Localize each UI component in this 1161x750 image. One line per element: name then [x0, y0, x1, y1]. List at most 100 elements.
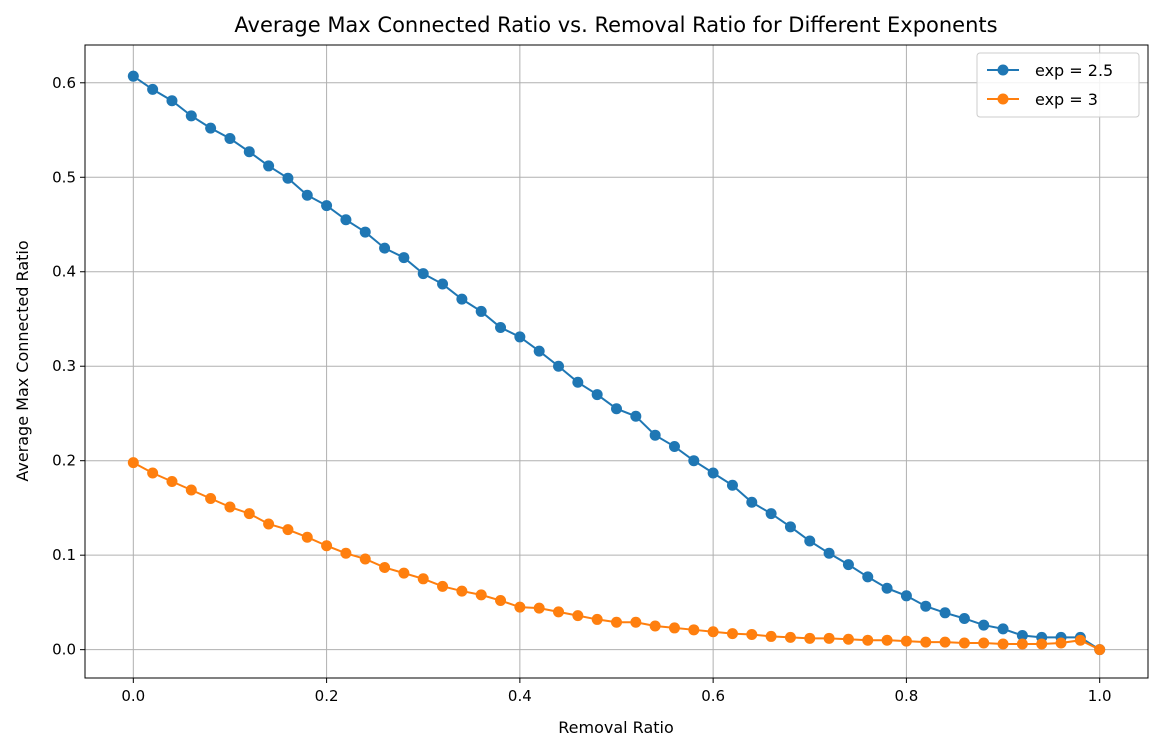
data-point — [920, 636, 932, 648]
data-point — [1055, 637, 1067, 649]
data-point — [668, 622, 680, 634]
y-tick-label: 0.0 — [52, 641, 76, 659]
y-axis-ticks: 0.0 0.1 0.2 0.3 0.4 0.5 0.6 — [52, 74, 85, 659]
series-layer — [127, 70, 1106, 656]
data-point — [243, 146, 255, 158]
data-point — [649, 429, 661, 441]
data-point — [707, 626, 719, 638]
data-point — [881, 582, 893, 594]
legend-item: exp = 3 — [987, 90, 1098, 109]
data-point — [340, 547, 352, 559]
y-tick-label: 0.4 — [52, 263, 76, 281]
x-tick-label: 0.2 — [315, 687, 339, 705]
data-point — [282, 172, 294, 184]
data-point — [475, 305, 487, 317]
data-point — [340, 214, 352, 226]
legend-label: exp = 2.5 — [1035, 61, 1113, 80]
grid-lines — [85, 45, 1148, 678]
data-point — [900, 635, 912, 647]
legend-label: exp = 3 — [1035, 90, 1098, 109]
data-point — [688, 624, 700, 636]
plot-area-frame — [84, 44, 1149, 679]
x-tick-label: 0.4 — [508, 687, 532, 705]
data-point — [649, 620, 661, 632]
data-point — [456, 293, 468, 305]
data-point — [475, 589, 487, 601]
data-point — [398, 252, 410, 264]
series-1 — [127, 70, 1106, 656]
x-axis-label: Removal Ratio — [558, 718, 674, 737]
data-point — [939, 607, 951, 619]
data-point — [514, 601, 526, 613]
data-point — [958, 612, 970, 624]
data-point — [533, 602, 545, 614]
data-point — [495, 595, 507, 607]
y-tick-label: 0.3 — [52, 357, 76, 375]
data-point — [205, 122, 217, 134]
data-point — [1016, 638, 1028, 650]
data-point — [185, 484, 197, 496]
data-point — [939, 636, 951, 648]
data-point — [804, 535, 816, 547]
data-point — [997, 638, 1009, 650]
x-axis-ticks: 0.0 0.2 0.4 0.6 0.8 1.0 — [121, 678, 1112, 705]
data-point — [842, 633, 854, 645]
data-point — [379, 242, 391, 254]
data-point — [321, 540, 333, 552]
data-point — [301, 531, 313, 543]
data-point — [417, 573, 429, 585]
x-tick-label: 0.8 — [894, 687, 918, 705]
data-point — [784, 521, 796, 533]
data-point — [553, 360, 565, 372]
chart-title: Average Max Connected Ratio vs. Removal … — [234, 13, 997, 37]
y-tick-label: 0.6 — [52, 74, 76, 92]
data-point — [668, 441, 680, 453]
data-point — [823, 632, 835, 644]
data-point — [630, 410, 642, 422]
data-point — [707, 467, 719, 479]
data-point — [456, 585, 468, 597]
data-point — [765, 630, 777, 642]
data-point — [514, 331, 526, 343]
data-point — [224, 133, 236, 145]
data-point — [321, 200, 333, 212]
y-tick-label: 0.5 — [52, 168, 76, 186]
legend: exp = 2.5 exp = 3 — [976, 52, 1140, 118]
data-point — [726, 479, 738, 491]
data-point — [784, 631, 796, 643]
data-point — [127, 70, 139, 82]
data-point — [301, 189, 313, 201]
data-point — [572, 376, 584, 388]
data-point — [726, 628, 738, 640]
data-point — [862, 571, 874, 583]
series-line — [132, 75, 1101, 651]
series-2 — [127, 457, 1106, 656]
data-point — [127, 457, 139, 469]
data-point — [591, 389, 603, 401]
data-point — [630, 616, 642, 628]
data-point — [553, 606, 565, 618]
data-point — [1074, 634, 1086, 646]
data-point — [147, 467, 159, 479]
data-point — [224, 501, 236, 513]
data-point — [263, 518, 275, 530]
data-point — [997, 623, 1009, 635]
data-point — [746, 496, 758, 508]
data-point — [398, 567, 410, 579]
data-point — [978, 637, 990, 649]
legend-marker — [997, 93, 1009, 105]
data-point — [437, 278, 449, 290]
data-point — [379, 561, 391, 573]
data-point — [495, 321, 507, 333]
data-point — [920, 600, 932, 612]
data-point — [147, 83, 159, 95]
data-point — [205, 492, 217, 504]
data-point — [978, 619, 990, 631]
data-point — [688, 455, 700, 467]
data-point — [1094, 644, 1106, 656]
data-point — [1036, 638, 1048, 650]
data-point — [591, 613, 603, 625]
x-tick-label: 0.0 — [121, 687, 145, 705]
legend-item: exp = 2.5 — [987, 61, 1113, 80]
